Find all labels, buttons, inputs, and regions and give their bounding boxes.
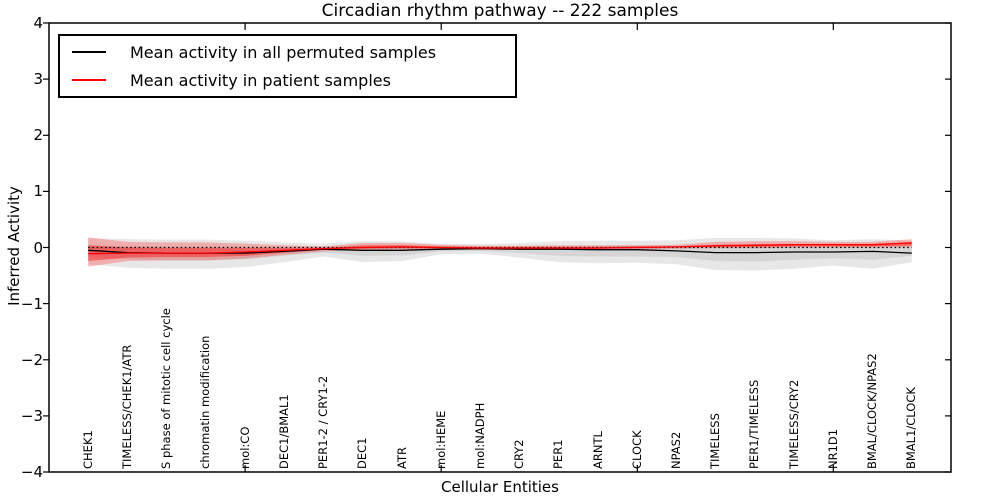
x-tick-label: mol:CO: [237, 426, 252, 469]
legend-item-label: Mean activity in all permuted samples: [130, 42, 437, 62]
legend-line-swatch: [72, 51, 106, 53]
x-tick-label: CRY2: [512, 439, 527, 469]
x-tick-label: TIMELESS: [708, 413, 723, 469]
x-tick-label: BMAL/CLOCK/NPAS2: [865, 353, 880, 469]
y-tick-label: 3: [33, 70, 43, 89]
x-tick-label: ATR: [394, 447, 409, 469]
x-tick-label: PER1/TIMELESS: [747, 379, 762, 469]
y-tick-label: −1: [20, 294, 43, 313]
x-tick-label: NR1D1: [825, 428, 840, 469]
y-tick-label: −4: [20, 463, 43, 481]
y-tick-label: −3: [20, 406, 43, 425]
y-tick-label: 1: [33, 182, 43, 201]
x-tick-label: ARNTL: [590, 431, 605, 469]
x-tick-label: TIMELESS/CHEK1/ATR: [119, 344, 134, 469]
x-tick-label: DEC1: [355, 437, 370, 469]
legend-line-swatch: [72, 79, 106, 81]
x-tick-label: PER1: [551, 439, 566, 469]
x-axis-label: Cellular Entities: [441, 478, 559, 496]
band-patient-outer: [88, 237, 912, 267]
x-tick-label: CLOCK: [629, 430, 644, 469]
x-tick-label: mol:HEME: [433, 410, 448, 469]
x-tick-label: CHEK1: [80, 430, 95, 469]
x-tick-label: S phase of mitotic cell cycle: [159, 308, 174, 469]
x-tick-label: NPAS2: [669, 431, 683, 469]
x-tick-label: PER1-2 / CRY1-2: [316, 375, 330, 469]
legend: Mean activity in all permuted samples Mea…: [58, 34, 517, 98]
x-tick-label: chromatin modification: [198, 335, 213, 469]
x-tick-label: DEC1/BMAL1: [276, 394, 291, 469]
x-tick-label: TIMELESS/CRY2: [786, 379, 801, 469]
series-line-1: [88, 242, 912, 255]
y-tick-label: 4: [33, 14, 43, 32]
y-tick-label: −2: [20, 350, 43, 369]
x-tick-label: BMAL1/CLOCK: [904, 387, 919, 469]
legend-item: Mean activity in all permuted samples: [72, 40, 515, 64]
legend-item-label: Mean activity in patient samples: [130, 70, 391, 90]
x-tick-label: mol:NADPH: [472, 402, 487, 469]
chart-title: Circadian rhythm pathway -- 222 samples: [321, 1, 679, 21]
y-tick-label: 2: [33, 126, 43, 145]
y-tick-label: 0: [33, 238, 43, 257]
legend-item: Mean activity in patient samples: [72, 68, 515, 92]
